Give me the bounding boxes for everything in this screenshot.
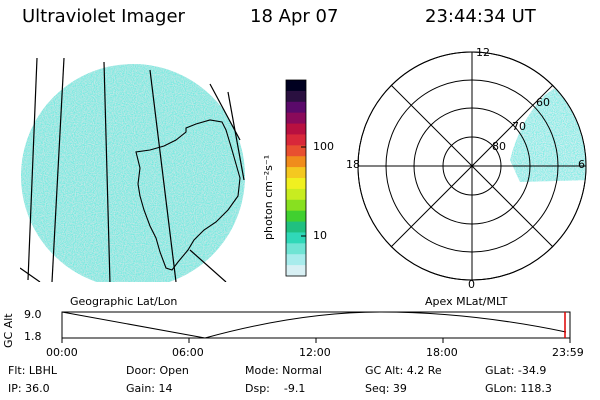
colorbar-unit-label: photon cm⁻²s⁻¹ (262, 154, 275, 240)
seq-info: Seq: 39 (365, 382, 407, 395)
geographic-panel-label: Geographic Lat/Lon (70, 295, 178, 308)
glon-info: GLon: 118.3 (485, 382, 552, 395)
x-tick-0600: 06:00 (172, 346, 204, 359)
time-label: 23:44:34 UT (425, 6, 536, 27)
colorbar-band (286, 134, 306, 146)
geographic-image (20, 57, 245, 282)
colorbar-band (286, 145, 306, 157)
gc-alt-axis-title: GC Alt (2, 313, 15, 348)
polar-ring-label-80: 80 (492, 140, 506, 153)
x-tick-0000: 00:00 (46, 346, 78, 359)
colorbar-band (286, 210, 306, 223)
colorbar-band (286, 178, 306, 190)
colorbar-band (286, 90, 306, 103)
glat-info: GLat: -34.9 (485, 364, 547, 377)
gc-alt-info: GC Alt: 4.2 Re (365, 364, 442, 377)
altitude-curve (61, 311, 567, 339)
gain-info: Gain: 14 (126, 382, 173, 395)
filter-info: Flt: LBHL (8, 364, 57, 377)
colorbar-band (286, 101, 306, 114)
colorbar-band (286, 199, 306, 212)
x-tick-1200: 12:00 (299, 346, 331, 359)
date-label: 18 Apr 07 (250, 6, 339, 27)
colorbar-band (286, 112, 306, 125)
colorbar-label-10: 10 (313, 229, 327, 242)
polar-diag-2 (390, 84, 554, 248)
mode-info: Mode: Normal (245, 364, 322, 377)
colorbar-band (286, 232, 306, 244)
gc-alt-min-label: 1.8 (24, 330, 42, 343)
door-info: Door: Open (126, 364, 189, 377)
colorbar-band (286, 80, 306, 92)
colorbar-band (286, 221, 306, 233)
coastline-outline (135, 119, 241, 271)
polar-label-0: 0 (468, 278, 475, 291)
polar-ring-label-70: 70 (512, 120, 526, 133)
colorbar-frame (285, 79, 307, 277)
x-tick-2359: 23:59 (552, 346, 584, 359)
emission-noise (21, 64, 245, 282)
ip-info: IP: 36.0 (8, 382, 50, 395)
colorbar-label-100: 100 (313, 140, 334, 153)
colorbar-band (286, 265, 306, 277)
colorbar-band (286, 156, 306, 168)
instrument-title: Ultraviolet Imager (22, 6, 185, 27)
polar-label-18: 18 (346, 158, 360, 171)
colorbar-band (286, 123, 306, 135)
geo-grid-lines (20, 57, 245, 282)
polar-plot (357, 51, 587, 281)
polar-ring-label-60: 60 (536, 96, 550, 109)
x-tick-1800: 18:00 (426, 346, 458, 359)
colorbar-band (286, 243, 306, 255)
polar-label-12: 12 (476, 46, 490, 59)
colorbar-band (286, 188, 306, 201)
colorbar-band (286, 167, 306, 179)
dsp-info: Dsp: -9.1 (245, 382, 306, 395)
altitude-plot (61, 311, 571, 343)
apex-panel-label: Apex MLat/MLT (425, 295, 508, 308)
polar-label-6: 6 (578, 158, 585, 171)
gc-alt-max-label: 9.0 (24, 308, 42, 321)
colorbar (286, 80, 306, 277)
colorbar-band (286, 254, 306, 266)
